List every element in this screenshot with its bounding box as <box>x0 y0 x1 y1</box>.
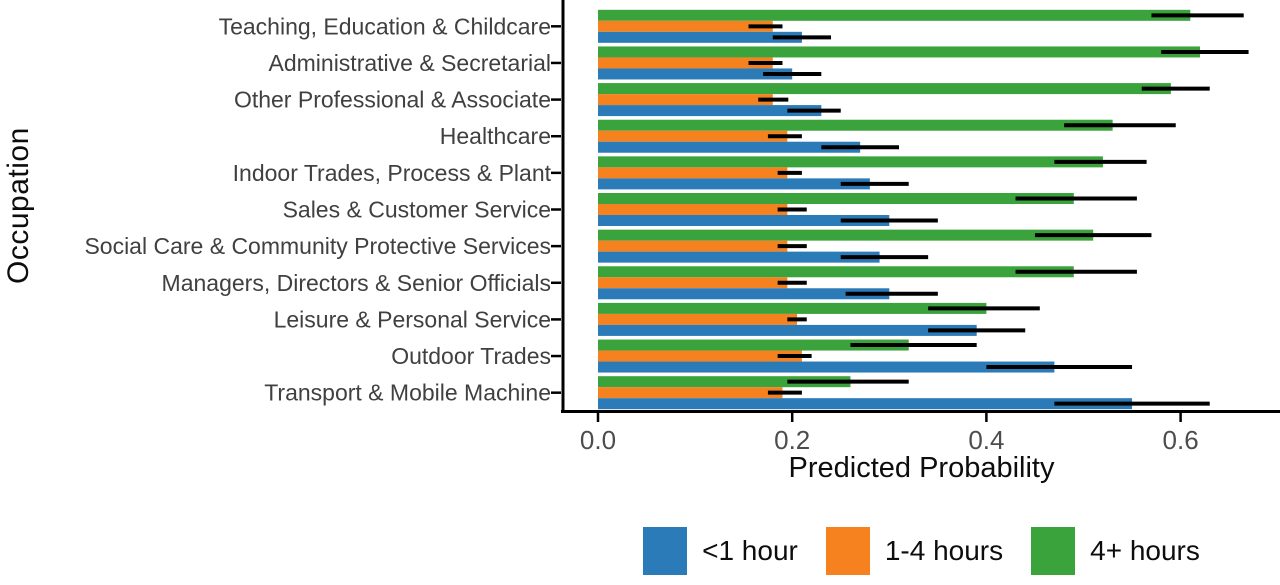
bar <box>598 313 798 325</box>
bar <box>598 193 1074 204</box>
bar <box>598 167 788 179</box>
bar <box>598 105 822 117</box>
bar <box>598 83 1171 95</box>
bar <box>598 68 793 80</box>
category-label: Managers, Directors & Senior Officials <box>162 270 551 296</box>
x-tick-label: 0.4 <box>968 425 1004 455</box>
bar <box>598 376 851 388</box>
legend-swatch-lt1-hour <box>643 527 688 575</box>
bar <box>598 9 1191 21</box>
bar <box>598 350 802 362</box>
legend-swatch-4plus-hours <box>1031 527 1076 575</box>
bar <box>598 94 773 106</box>
bar <box>598 141 861 153</box>
bar <box>598 215 890 226</box>
bar <box>598 251 880 263</box>
category-label: Administrative & Secretarial <box>269 50 552 76</box>
bar <box>598 398 1133 410</box>
legend: <1 hour 1-4 hours 4+ hours <box>563 527 1280 575</box>
legend-label-1-4-hours: 1-4 hours <box>884 535 1004 566</box>
bar <box>598 46 1201 58</box>
category-label: Sales & Customer Service <box>283 197 551 223</box>
bar <box>598 324 977 336</box>
category-label: Teaching, Education & Childcare <box>219 13 551 39</box>
bar <box>598 178 870 190</box>
bar <box>598 266 1074 278</box>
category-label: Indoor Trades, Process & Plant <box>233 160 552 186</box>
category-label: Transport & Mobile Machine <box>264 380 551 406</box>
bar <box>598 229 1094 241</box>
category-label: Outdoor Trades <box>391 343 551 369</box>
legend-label-4plus-hours: 4+ hours <box>1090 535 1200 566</box>
bar <box>598 240 788 252</box>
bar <box>598 204 788 215</box>
bar <box>598 277 788 289</box>
bar <box>598 361 1055 373</box>
bar <box>598 57 773 69</box>
bar <box>598 387 783 399</box>
x-tick-label: 0.2 <box>774 425 810 455</box>
bar <box>598 288 890 300</box>
category-label: Social Care & Community Protective Servi… <box>84 233 551 259</box>
x-tick-label: 0.6 <box>1163 425 1199 455</box>
bar <box>598 339 909 351</box>
legend-label-lt1-hour: <1 hour <box>702 535 798 566</box>
bar <box>598 302 987 314</box>
bar <box>598 20 773 32</box>
bar <box>598 119 1113 131</box>
legend-swatch-1-4-hours <box>825 527 870 575</box>
x-axis-title: Predicted Probability <box>788 452 1055 484</box>
legend-item-4plus-hours: 4+ hours <box>1031 527 1200 575</box>
y-axis-title: Occupation <box>2 127 35 284</box>
bar <box>598 156 1103 168</box>
legend-item-lt1-hour: <1 hour <box>643 527 798 575</box>
category-label: Other Professional & Associate <box>234 87 551 113</box>
x-tick-label: 0.0 <box>580 425 616 455</box>
category-label: Healthcare <box>440 123 551 149</box>
category-label: Leisure & Personal Service <box>274 306 551 332</box>
bar <box>598 31 802 43</box>
bar <box>598 130 788 142</box>
legend-item-1-4-hours: 1-4 hours <box>825 527 1004 575</box>
